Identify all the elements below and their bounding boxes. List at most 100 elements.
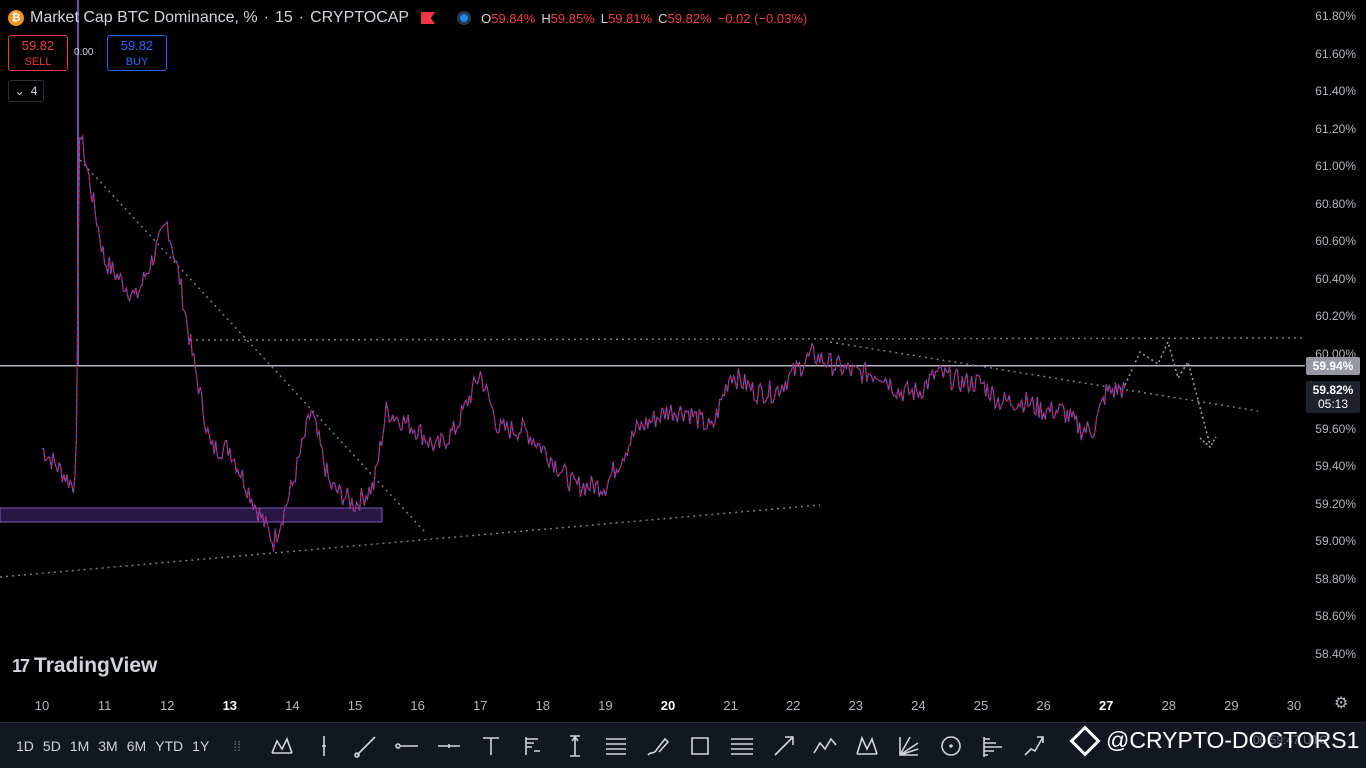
x-axis-label: 13 [222,698,238,713]
forecast-icon[interactable] [1013,731,1055,761]
x-axis-label: 30 [1286,698,1302,713]
separator-dot: · [263,9,269,26]
y-axis-label: 61.60% [1315,46,1356,61]
text-icon[interactable] [470,731,512,761]
drawing-tools [261,731,1055,761]
gann-fan-icon[interactable] [888,731,930,761]
y-axis-label: 61.20% [1315,121,1356,136]
timeframe-1y[interactable]: 1Y [192,737,210,754]
y-axis-label: 60.20% [1315,309,1356,323]
timeframe-5d[interactable]: 5D [42,737,61,754]
x-axis-label: 25 [973,698,989,713]
chart-header: ₿ Market Cap BTC Dominance, % · 15 · CRY… [8,6,807,30]
timeframe-3m[interactable]: 3M [98,737,118,754]
descending-trendline[interactable] [79,159,426,533]
forecast-arrowhead [1199,436,1217,449]
ascending-trendline[interactable] [0,504,821,578]
market-status-icon[interactable] [457,11,472,25]
y-axis-label: 59.40% [1315,459,1356,473]
spread-value: 0.00 [74,47,94,58]
separator-dot: · [298,9,305,26]
trend-line-icon[interactable] [345,731,387,761]
x-axis-label: 19 [598,698,613,713]
path-icon[interactable] [804,731,846,761]
ellipse-icon[interactable] [930,731,972,761]
horizontal-ray-icon[interactable] [386,731,428,761]
arrow-icon[interactable] [763,731,805,761]
price-line [41,133,1126,552]
y-axis-label: 61.40% [1315,84,1356,98]
y-axis-label: 58.40% [1315,646,1356,661]
timeframe-group: 1D 5D 1M 3M 6M YTD 1Y ⁞⁞ [0,738,241,754]
bitcoin-icon: ₿ [8,10,24,26]
x-axis-label: 15 [347,698,363,713]
y-axis-label: 59.00% [1315,534,1356,548]
buy-button[interactable]: 59.82 BUY [107,35,167,71]
resistance-price-tag: 59.94% [1306,357,1360,375]
timeframe-1m[interactable]: 1M [69,737,90,754]
x-axis-label: 26 [1036,698,1051,713]
long-position-icon[interactable] [512,731,554,761]
interval[interactable]: 15 [274,9,293,26]
x-axis-label: 18 [535,698,551,713]
bottom-toolbar: 1D 5D 1M 3M 6M YTD 1Y ⁞⁞ [0,722,1366,768]
drag-handle-icon[interactable]: ⁞⁞ [233,737,242,754]
upper-descending-trendline[interactable] [829,341,1259,412]
time-readout: 06:59:47 UTC [1253,733,1328,747]
xabcd-pattern-icon[interactable] [846,731,888,761]
y-axis-label: 58.60% [1315,609,1356,623]
x-axis-label: 20 [660,698,676,713]
fib-retracement-icon[interactable] [595,731,637,761]
watermark: @CRYPTO-DOCTORS1 [1069,724,1359,757]
indicators-toggle[interactable]: ⌄ 4 [8,80,44,102]
volume-profile-icon[interactable] [972,731,1014,761]
x-axis-label: 21 [723,698,738,713]
symbol-name[interactable]: Market Cap BTC Dominance, % [30,9,258,26]
price-chart[interactable] [0,0,1366,722]
exchange: CRYPTOCAP [310,9,410,26]
timeframe-1d[interactable]: 1D [16,737,34,754]
y-axis-label: 60.80% [1315,196,1356,211]
brush-icon[interactable] [637,731,679,761]
rectangle-icon[interactable] [679,731,721,761]
timeframe-ytd[interactable]: YTD [155,737,184,754]
tradingview-logo: 17 TradingView [12,654,158,677]
current-price-tag: 59.82% 05:13 [1306,381,1360,413]
gear-icon[interactable]: ⚙ [1334,695,1349,712]
price-range-icon[interactable] [554,731,596,761]
change-value: −0.02 (−0.03%) [717,10,808,26]
vertical-line-icon[interactable] [303,731,345,761]
price-line-up-candles [41,133,1126,552]
x-axis-label: 10 [34,698,50,713]
y-axis-label: 61.80% [1315,9,1356,23]
x-axis-label: 28 [1161,698,1177,713]
x-axis-label: 29 [1224,698,1239,713]
x-axis-label: 27 [1098,698,1114,713]
y-axis-label: 58.80% [1315,571,1356,586]
upper-dotted-line[interactable] [189,337,1306,341]
x-axis-label: 14 [285,698,300,713]
y-axis-label: 60.60% [1315,234,1356,248]
tradingview-mark-icon: 17 [12,655,30,676]
ohlc-values: O59.84% H59.85% L59.81% C59.82% −0.02 (−… [481,10,808,26]
x-axis-label: 17 [472,698,488,713]
support-zone-rectangle[interactable] [0,507,383,523]
x-axis-label: 23 [848,698,864,713]
binance-icon [1069,724,1101,757]
y-axis-label: 59.60% [1315,421,1356,436]
pattern-icon[interactable] [261,731,303,761]
sell-button[interactable]: 59.82 SELL [8,35,68,71]
y-axis-label: 61.00% [1315,159,1356,173]
y-axis-label: 59.20% [1315,496,1356,511]
x-axis-label: 12 [159,698,175,713]
forecast-path[interactable] [1124,339,1211,446]
x-axis-label: 22 [785,698,801,713]
x-axis-label: 24 [911,698,926,713]
x-axis-label: 16 [410,698,425,713]
y-axis-label: 60.40% [1315,271,1356,286]
flag-icon[interactable] [421,12,436,24]
horizontal-line-icon[interactable] [428,731,470,761]
parallel-channel-icon[interactable] [721,731,763,761]
chevron-down-icon: ⌄ [14,84,25,98]
timeframe-6m[interactable]: 6M [126,737,147,754]
